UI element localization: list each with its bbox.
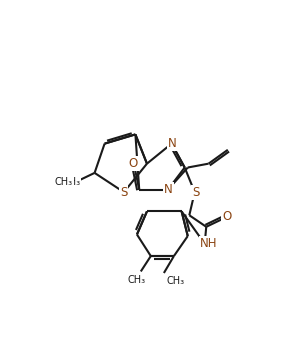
Text: O: O bbox=[223, 210, 232, 223]
Text: N: N bbox=[168, 137, 177, 150]
Text: NH: NH bbox=[200, 237, 217, 250]
Text: O: O bbox=[129, 157, 138, 170]
Text: CH₃: CH₃ bbox=[128, 274, 146, 285]
Text: CH₃: CH₃ bbox=[62, 177, 81, 187]
Text: S: S bbox=[192, 186, 199, 199]
Text: CH₃: CH₃ bbox=[166, 276, 184, 286]
Text: S: S bbox=[120, 186, 127, 199]
Text: CH₃: CH₃ bbox=[55, 177, 73, 187]
Text: N: N bbox=[164, 183, 173, 196]
